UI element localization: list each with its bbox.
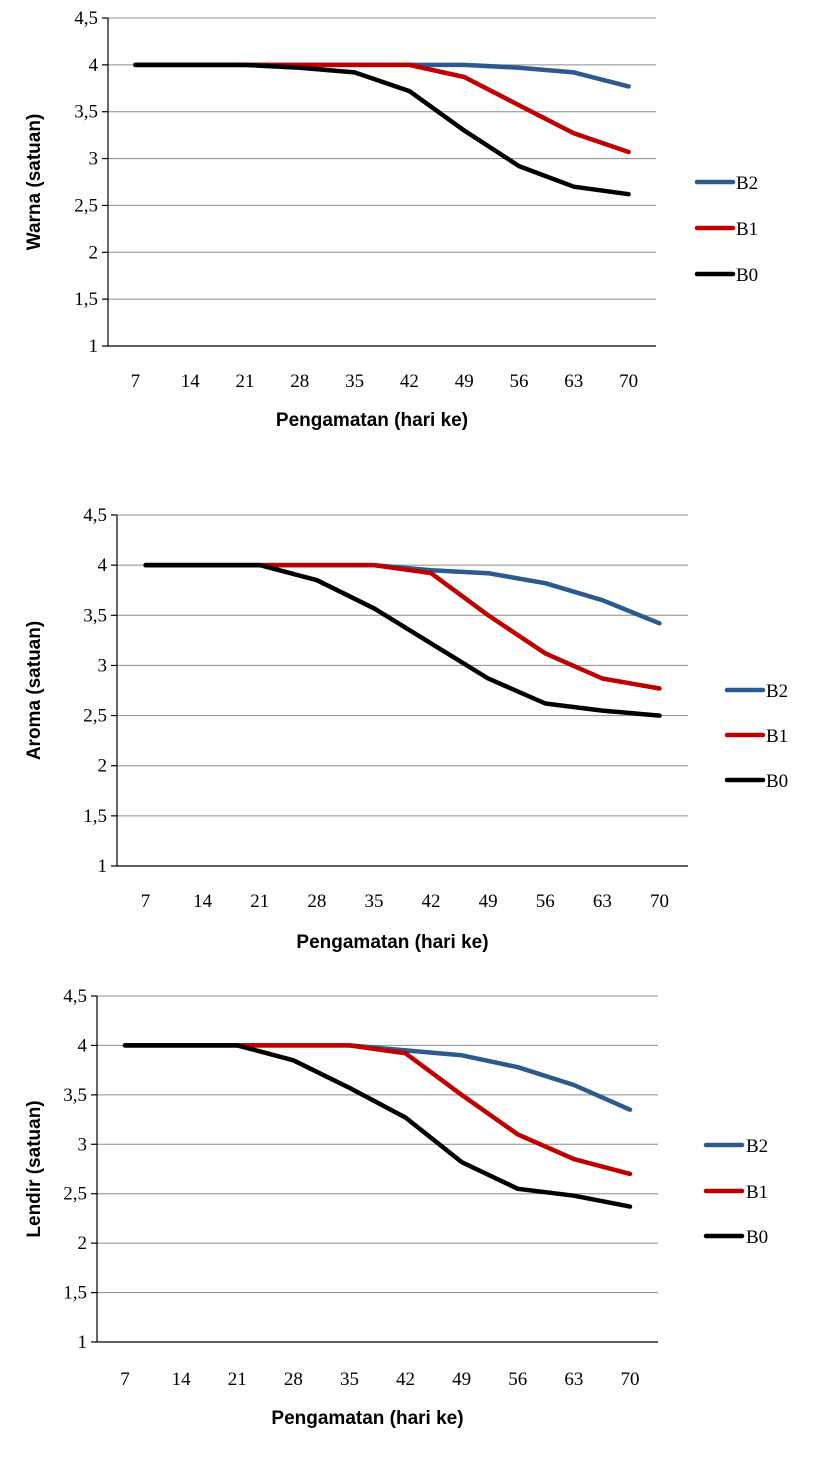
x-tick-label: 21 [228,1369,247,1390]
legend-label-b1: B1 [736,219,758,240]
y-tick-label: 4,5 [74,8,98,29]
y-tick-label: 4 [89,55,99,76]
y-tick-label: 2 [89,242,99,263]
x-tick-label: 7 [120,1369,130,1390]
x-tick-label: 63 [564,1369,583,1390]
y-tick-label: 2 [98,756,108,777]
x-axis-title: Pengamatan (hari ke) [296,932,488,953]
y-tick-label: 1 [89,336,99,357]
y-tick-label: 1,5 [63,1283,87,1304]
legend-label-b0: B0 [746,1227,768,1248]
y-tick-label: 2,5 [63,1184,87,1205]
x-tick-label: 14 [172,1369,192,1390]
x-tick-label: 21 [250,891,269,912]
x-tick-label: 28 [290,371,309,392]
legend-label-b1: B1 [746,1182,768,1203]
legend-label-b0: B0 [766,771,788,792]
y-tick-label: 1,5 [83,806,107,827]
y-tick-label: 3 [78,1134,88,1155]
y-tick-label: 4 [98,555,108,576]
legend-label-b2: B2 [766,681,788,702]
x-tick-label: 35 [340,1369,359,1390]
y-tick-label: 1 [78,1332,88,1353]
y-tick-label: 1,5 [74,289,98,310]
x-tick-label: 42 [396,1369,415,1390]
x-tick-label: 35 [345,371,364,392]
y-axis-title: Aroma (satuan) [24,621,45,760]
y-axis-title: Warna (satuan) [24,114,45,251]
y-axis-title: Lendir (satuan) [24,1100,45,1237]
x-tick-label: 56 [536,891,555,912]
y-tick-label: 2 [78,1233,88,1254]
x-tick-label: 28 [307,891,326,912]
series-line-b0 [122,1043,633,1209]
chart-aroma: 1 1,5 2 2,5 3 3,5 4 4,5 7 14 21 28 35 42 49 56 63 70 Penga… [24,505,788,953]
x-tick-label: 14 [193,891,213,912]
series-line-b0 [133,62,631,197]
x-tick-label: 42 [422,891,441,912]
legend-label-b0: B0 [736,265,758,286]
x-tick-label: 49 [455,371,474,392]
y-tick-label: 4,5 [63,986,87,1007]
y-tick-label: 3,5 [63,1085,87,1106]
y-tick-label: 3 [98,655,108,676]
x-tick-label: 70 [620,1369,639,1390]
y-tick-label: 3,5 [83,605,107,626]
x-tick-label: 7 [131,371,141,392]
x-tick-label: 63 [593,891,612,912]
y-tick-label: 1 [98,856,108,877]
chart-warna: 1 1,5 2 2,5 3 3,5 4 4,5 7 14 21 28 35 42 49 56 63 70 Penga… [24,8,758,431]
legend-label-b2: B2 [746,1136,768,1157]
x-tick-label: 35 [364,891,383,912]
legend-label-b1: B1 [766,726,788,747]
series-line-b0 [143,562,662,718]
y-tick-label: 2,5 [83,706,107,727]
x-tick-label: 7 [141,891,151,912]
x-tick-label: 14 [181,371,201,392]
x-tick-label: 70 [650,891,669,912]
series-line-b2 [122,1043,633,1112]
x-tick-label: 49 [452,1369,471,1390]
legend-label-b2: B2 [736,173,758,194]
x-tick-label: 21 [236,371,255,392]
x-tick-label: 70 [619,371,638,392]
x-tick-label: 49 [479,891,498,912]
x-tick-label: 56 [508,1369,527,1390]
series-line-b1 [122,1043,633,1177]
y-tick-label: 4 [78,1035,88,1056]
series-line-b2 [143,562,662,626]
x-axis-title: Pengamatan (hari ke) [271,1408,463,1429]
y-tick-label: 3,5 [74,102,98,123]
series-line-b1 [133,62,631,155]
x-axis-title: Pengamatan (hari ke) [276,410,468,431]
x-tick-label: 56 [510,371,529,392]
x-tick-label: 28 [284,1369,303,1390]
y-tick-label: 4,5 [83,505,107,526]
chart-lendir: 1 1,5 2 2,5 3 3,5 4 4,5 7 14 21 28 35 42 49 56 63 70 Penga… [24,986,768,1429]
y-tick-label: 2,5 [74,195,98,216]
y-tick-label: 3 [89,149,99,170]
x-tick-label: 42 [400,371,419,392]
x-tick-label: 63 [564,371,583,392]
